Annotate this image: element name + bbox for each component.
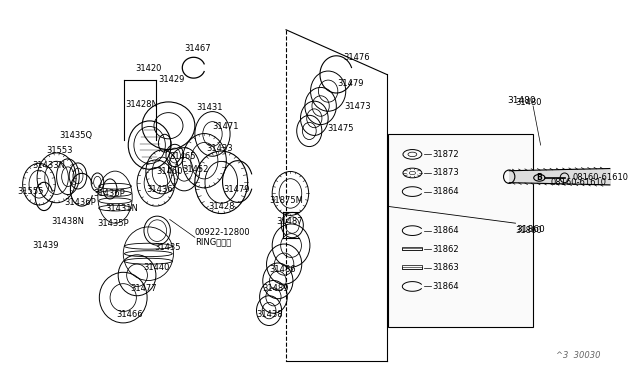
Text: RINGリング: RINGリング — [195, 237, 231, 246]
Text: 31431N: 31431N — [106, 204, 138, 213]
Text: 31873: 31873 — [432, 169, 459, 177]
Text: 31435P: 31435P — [97, 219, 129, 228]
Text: 31433: 31433 — [206, 144, 233, 153]
Text: 31431: 31431 — [196, 103, 223, 112]
Text: ^3  30030: ^3 30030 — [556, 351, 601, 360]
Text: 31476: 31476 — [343, 53, 370, 62]
Bar — [388, 134, 533, 327]
Text: 31428N: 31428N — [125, 100, 159, 109]
Text: 31435: 31435 — [154, 243, 180, 252]
Bar — [403, 247, 422, 250]
Text: 08160-61610: 08160-61610 — [572, 173, 628, 182]
Bar — [403, 265, 422, 269]
Text: 31429: 31429 — [159, 76, 185, 84]
Bar — [403, 267, 422, 269]
Text: 31480: 31480 — [515, 98, 542, 107]
Text: 31420: 31420 — [135, 64, 161, 73]
Text: 31872: 31872 — [432, 150, 458, 159]
Text: 31436: 31436 — [146, 185, 172, 194]
Text: 31467: 31467 — [184, 44, 211, 53]
Text: 31486: 31486 — [269, 265, 296, 274]
Text: 31480: 31480 — [508, 96, 536, 105]
Text: 31864: 31864 — [432, 226, 458, 235]
Text: 31864: 31864 — [432, 282, 458, 291]
Text: 31875M: 31875M — [269, 196, 303, 205]
Text: 00922-12800: 00922-12800 — [195, 228, 250, 237]
Text: 31475: 31475 — [327, 124, 353, 133]
Text: 31435Q: 31435Q — [60, 131, 93, 140]
Text: 31465: 31465 — [170, 152, 196, 161]
Text: 31433N: 31433N — [33, 161, 66, 170]
Text: 31436P: 31436P — [65, 198, 97, 207]
Text: 31862: 31862 — [432, 245, 458, 254]
Text: 31860: 31860 — [516, 225, 545, 234]
Text: 31553: 31553 — [46, 146, 72, 155]
Text: 31438N: 31438N — [52, 217, 84, 226]
Text: 31863: 31863 — [432, 263, 459, 272]
Text: 31466: 31466 — [116, 310, 143, 319]
Text: 31471: 31471 — [212, 122, 239, 131]
Text: 31479: 31479 — [223, 185, 250, 194]
Text: 31439: 31439 — [33, 241, 59, 250]
Text: B: B — [536, 173, 542, 182]
Text: 31428: 31428 — [209, 202, 236, 211]
Text: 31460: 31460 — [156, 167, 182, 176]
Text: 31555: 31555 — [17, 187, 44, 196]
Text: 31479: 31479 — [337, 79, 364, 88]
Text: 31473: 31473 — [344, 102, 371, 110]
Text: 31452: 31452 — [182, 165, 209, 174]
Text: 31860: 31860 — [515, 226, 542, 235]
Text: 31438: 31438 — [257, 310, 283, 319]
Text: 08160-61610: 08160-61610 — [550, 178, 606, 187]
Text: 31436P: 31436P — [93, 189, 125, 198]
Text: 31487: 31487 — [276, 217, 303, 226]
Text: 31864: 31864 — [432, 187, 458, 196]
Text: 31440: 31440 — [143, 263, 170, 272]
Text: 31489: 31489 — [263, 284, 289, 293]
Text: 31477: 31477 — [131, 284, 157, 293]
Bar — [403, 248, 422, 250]
